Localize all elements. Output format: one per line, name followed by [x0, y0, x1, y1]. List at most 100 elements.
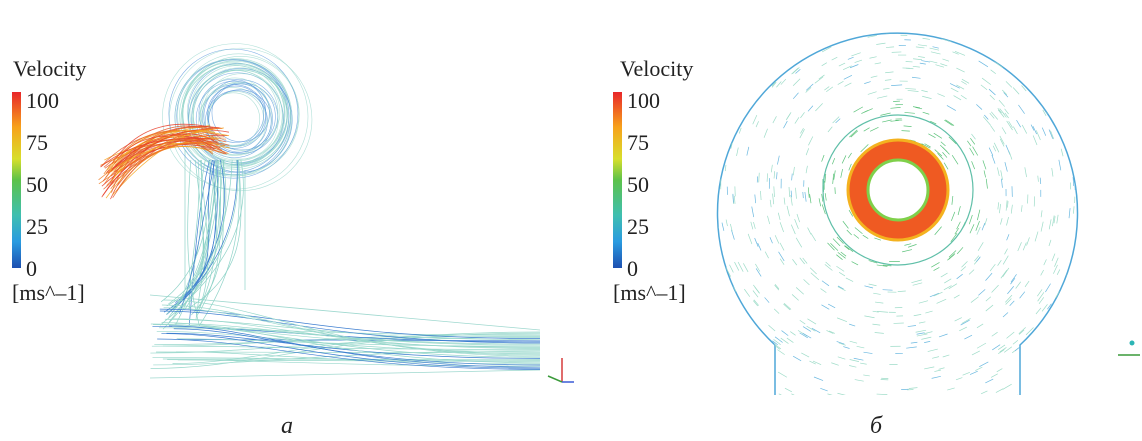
velocity-vector [846, 396, 855, 398]
velocity-vector [1065, 129, 1068, 138]
velocity-vector [785, 388, 792, 392]
velocity-vector [1065, 101, 1070, 110]
velocity-vector [1052, 111, 1055, 117]
velocity-vector [1069, 208, 1070, 218]
velocity-vector [971, 297, 979, 303]
velocity-vector [800, 320, 805, 324]
velocity-vector [1051, 109, 1054, 116]
velocity-vector [850, 341, 857, 343]
panel-b-flow [711, 5, 1140, 404]
velocity-vector [793, 356, 801, 361]
velocity-vector [792, 259, 796, 265]
velocity-vector [825, 12, 831, 15]
velocity-vector [1071, 51, 1076, 58]
velocity-vector [957, 274, 963, 279]
velocity-vector [790, 332, 795, 336]
velocity-vector [951, 88, 958, 92]
velocity-vector [1040, 44, 1044, 48]
velocity-vector [729, 391, 734, 395]
velocity-vector [744, 289, 749, 297]
velocity-vector [1066, 305, 1072, 314]
velocity-vector [954, 21, 961, 23]
velocity-vector [740, 110, 743, 116]
velocity-vector [822, 155, 824, 162]
axis-triad [548, 358, 574, 382]
velocity-vector [970, 371, 978, 374]
velocity-vector [716, 199, 717, 206]
velocity-vector [1059, 386, 1065, 391]
velocity-vector [769, 325, 776, 331]
axis-triad [1118, 341, 1140, 356]
velocity-vector [877, 96, 887, 98]
velocity-vector [766, 365, 775, 371]
velocity-vector [994, 398, 1001, 401]
velocity-vector [996, 389, 1003, 393]
velocity-vector [1001, 270, 1007, 278]
velocity-vector [934, 267, 940, 270]
velocity-vector [975, 22, 983, 26]
velocity-vector [904, 126, 912, 127]
velocity-vector [1066, 283, 1069, 289]
velocity-vector [795, 117, 799, 123]
velocity-vector [1071, 385, 1079, 392]
velocity-vector [977, 324, 983, 328]
velocity-vector [931, 262, 939, 267]
velocity-vector [815, 103, 822, 111]
velocity-vector [962, 261, 968, 267]
velocity-vector [846, 278, 853, 282]
velocity-vector [1055, 388, 1060, 392]
velocity-vector [774, 309, 779, 314]
velocity-vector [1059, 359, 1065, 365]
velocity-vector [808, 137, 812, 146]
velocity-vector [934, 292, 943, 296]
velocity-vector [905, 88, 916, 89]
velocity-vector [1059, 160, 1061, 170]
velocity-vector [1007, 286, 1013, 294]
velocity-vector [955, 318, 962, 322]
velocity-vector [1042, 304, 1047, 311]
velocity-vector [972, 351, 980, 355]
velocity-vector [759, 173, 760, 183]
velocity-vector [1010, 395, 1019, 400]
velocity-vector [1067, 59, 1071, 64]
velocity-vector [855, 380, 864, 382]
velocity-vector [765, 297, 770, 302]
velocity-vector [935, 227, 942, 235]
velocity-vector [797, 52, 803, 56]
velocity-vector [1072, 102, 1076, 110]
velocity-vector [1006, 200, 1007, 210]
velocity-vector [722, 9, 726, 13]
velocity-vector [801, 353, 809, 357]
velocity-vector [1013, 127, 1017, 134]
velocity-vector [1061, 85, 1067, 94]
velocity-vector [780, 243, 784, 251]
velocity-vector [776, 81, 781, 87]
velocity-vector [963, 372, 970, 375]
velocity-vector [764, 82, 769, 88]
velocity-vector [998, 260, 1002, 265]
velocity-vector [863, 235, 868, 238]
velocity-vector [977, 210, 980, 220]
velocity-vector [766, 65, 773, 73]
velocity-vector [764, 129, 767, 138]
velocity-vector [825, 193, 826, 200]
velocity-vector [1037, 390, 1042, 394]
velocity-vector [714, 321, 720, 328]
velocity-vector [765, 252, 768, 259]
velocity-vector [1052, 65, 1058, 72]
velocity-vector [787, 338, 794, 342]
velocity-vector [1065, 349, 1071, 356]
velocity-vector [1054, 393, 1059, 397]
velocity-vector [970, 138, 974, 144]
velocity-vector [756, 121, 759, 127]
velocity-vector [753, 290, 758, 297]
velocity-vector [913, 283, 923, 285]
velocity-vector [1050, 383, 1055, 387]
velocity-vector [1036, 395, 1045, 401]
velocity-vector [923, 112, 930, 114]
velocity-vector [1077, 285, 1081, 293]
velocity-vector [1022, 125, 1027, 134]
velocity-vector [886, 47, 894, 48]
velocity-vector [869, 57, 876, 59]
velocity-vector [805, 192, 806, 202]
